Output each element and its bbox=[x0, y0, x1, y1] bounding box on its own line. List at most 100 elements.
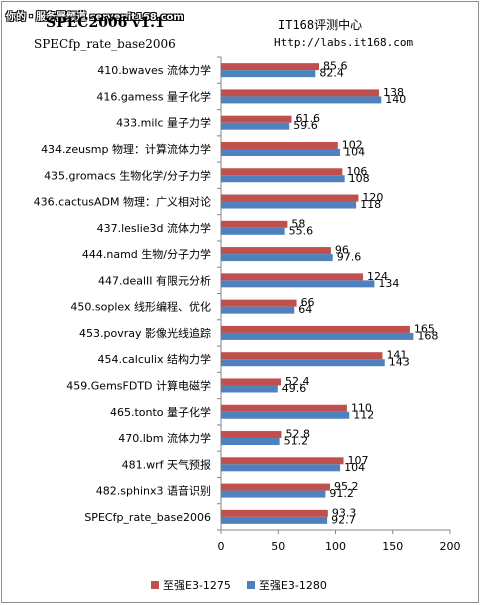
category-label: 453.povray 影像光线追踪 bbox=[79, 326, 211, 340]
bar-series-2 bbox=[221, 332, 414, 340]
x-tick-label: 0 bbox=[218, 540, 225, 553]
data-label-series-1: 141 bbox=[386, 349, 407, 362]
data-label-series-2: 51.2 bbox=[284, 435, 309, 448]
bar-series-2 bbox=[221, 464, 341, 472]
bar-series-2 bbox=[221, 385, 278, 393]
data-label-series-1: 52.8 bbox=[285, 428, 310, 441]
data-label-series-2: 108 bbox=[349, 172, 370, 185]
bar-series-2 bbox=[221, 280, 375, 288]
legend-swatch-series-1 bbox=[151, 581, 159, 589]
data-label-series-2: 92.7 bbox=[331, 513, 356, 526]
watermark: 你的・服务器频道 server.it168.com bbox=[6, 12, 184, 23]
data-label-series-2: 168 bbox=[417, 329, 438, 342]
category-label: 465.tonto 量子化学 bbox=[110, 405, 211, 419]
data-label-series-1: 102 bbox=[342, 138, 363, 151]
category-label: 437.leslie3d 流体力学 bbox=[97, 221, 211, 235]
brand-url: Http://labs.it168.com bbox=[274, 36, 414, 49]
category-label: 436.cactusADM 物理：广义相对论 bbox=[34, 195, 211, 209]
bar-series-2 bbox=[221, 438, 280, 446]
data-label-series-2: 140 bbox=[385, 93, 406, 106]
data-label-series-1: 95.2 bbox=[334, 480, 359, 493]
category-label: 444.namd 生物/分子力学 bbox=[82, 247, 211, 261]
chart-title: SPEC2006 v1.1 bbox=[46, 15, 165, 31]
brand-label: IT168评测中心 bbox=[278, 18, 363, 32]
category-label: SPECfp_rate_base2006 bbox=[84, 511, 211, 524]
data-label-series-1: 58 bbox=[291, 217, 305, 230]
category-label: 482.sphinx3 语音识别 bbox=[96, 484, 211, 498]
bar-series-1 bbox=[221, 325, 410, 333]
x-tick-label: 100 bbox=[325, 540, 346, 553]
bar-series-1 bbox=[221, 431, 282, 439]
data-label-series-1: 107 bbox=[348, 454, 369, 467]
data-label-series-2: 104 bbox=[344, 145, 365, 158]
bar-series-1 bbox=[221, 273, 363, 281]
x-tick-label: 150 bbox=[382, 540, 403, 553]
data-label-series-2: 91.2 bbox=[329, 487, 354, 500]
data-label-series-1: 110 bbox=[351, 401, 372, 414]
data-label-series-1: 85.6 bbox=[323, 60, 348, 73]
category-label: 459.GemsFDTD 计算电磁学 bbox=[66, 378, 211, 392]
data-label-series-1: 96 bbox=[335, 244, 349, 257]
data-label-series-2: 49.6 bbox=[282, 382, 307, 395]
category-label: 434.zeusmp 物理：计算流体力学 bbox=[41, 142, 211, 156]
x-tick-label: 200 bbox=[440, 540, 461, 553]
bar-series-1 bbox=[221, 220, 288, 228]
bar-series-2 bbox=[221, 411, 350, 419]
data-label-series-1: 124 bbox=[367, 270, 388, 283]
bar-series-1 bbox=[221, 299, 297, 307]
bar-series-1 bbox=[221, 378, 281, 386]
bar-series-1 bbox=[221, 247, 331, 255]
bar-series-2 bbox=[221, 227, 285, 235]
data-label-series-1: 138 bbox=[383, 86, 404, 99]
data-label-series-1: 120 bbox=[362, 191, 383, 204]
legend-item-series-1: 至强E3-1275 bbox=[151, 577, 231, 593]
legend-swatch-series-2 bbox=[246, 581, 255, 589]
bar-series-2 bbox=[221, 306, 295, 314]
legend: 至强E3-1275 至强E3-1280 bbox=[151, 577, 327, 593]
bar-series-2 bbox=[221, 516, 328, 524]
bar-series-2 bbox=[221, 122, 290, 130]
category-label: 481.wrf 天气预报 bbox=[122, 457, 211, 471]
data-label-series-2: 118 bbox=[360, 198, 381, 211]
bar-series-1 bbox=[221, 352, 383, 360]
bar-series-2 bbox=[221, 70, 316, 78]
bar-series-1 bbox=[221, 141, 338, 149]
bar-series-1 bbox=[221, 89, 380, 97]
data-label-series-2: 104 bbox=[344, 461, 365, 474]
bar-series-1 bbox=[221, 509, 328, 517]
category-label: 450.soplex 线形编程、优化 bbox=[70, 300, 211, 314]
data-label-series-2: 112 bbox=[353, 408, 374, 421]
bar-series-1 bbox=[221, 457, 344, 465]
bar-series-2 bbox=[221, 175, 345, 183]
legend-item-series-2: 至强E3-1280 bbox=[246, 577, 327, 593]
category-label: 433.milc 量子力学 bbox=[116, 116, 211, 130]
bar-series-1 bbox=[221, 194, 359, 202]
chart-subtitle: SPECfp_rate_base2006 bbox=[34, 37, 176, 51]
bar-series-2 bbox=[221, 201, 357, 209]
bar-series-2 bbox=[221, 359, 385, 367]
data-label-series-1: 66 bbox=[301, 296, 315, 309]
data-label-series-2: 134 bbox=[378, 277, 399, 290]
bar-series-2 bbox=[221, 148, 341, 156]
legend-label-series-2: 至强E3-1280 bbox=[258, 579, 327, 592]
category-label: 454.calculix 结构力学 bbox=[98, 352, 211, 366]
bar-series-1 bbox=[221, 168, 343, 176]
data-label-series-1: 93.3 bbox=[332, 506, 357, 519]
category-label: 470.lbm 流体力学 bbox=[118, 431, 211, 445]
data-label-series-2: 59.6 bbox=[293, 119, 318, 132]
data-label-series-2: 82.4 bbox=[319, 67, 344, 80]
data-label-series-2: 143 bbox=[389, 356, 410, 369]
category-label: 416.gamess 量子化学 bbox=[96, 89, 211, 103]
legend-label-series-1: 至强E3-1275 bbox=[163, 579, 231, 592]
data-label-series-1: 165 bbox=[414, 322, 435, 335]
bar-series-2 bbox=[221, 490, 326, 498]
data-label-series-1: 52.4 bbox=[285, 375, 310, 388]
category-label: 435.gromacs 生物化学/分子力学 bbox=[44, 168, 211, 182]
bar-series-2 bbox=[221, 96, 382, 104]
bar-series-1 bbox=[221, 63, 320, 71]
data-label-series-2: 97.6 bbox=[337, 251, 362, 264]
bar-series-2 bbox=[221, 254, 333, 262]
bar-series-1 bbox=[221, 115, 292, 123]
